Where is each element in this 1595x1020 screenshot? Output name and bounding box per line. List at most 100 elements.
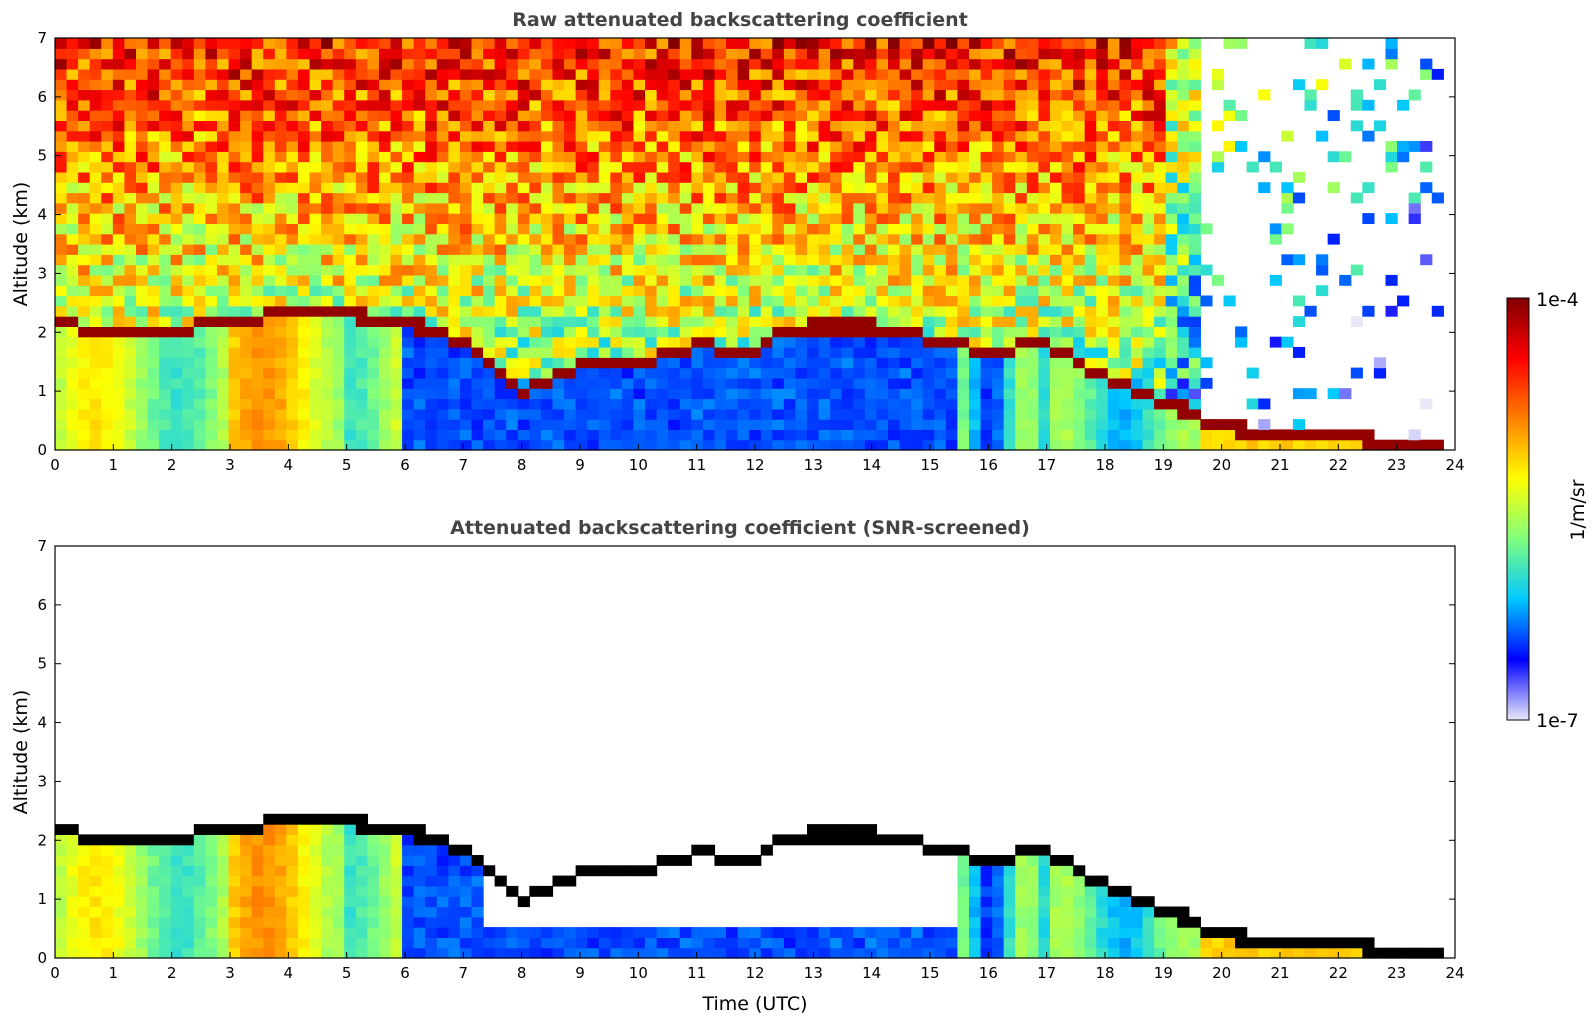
panel1-cell (378, 141, 392, 152)
panel1-cell (587, 130, 600, 142)
panel1-cell (274, 38, 287, 49)
panel1-cell (945, 161, 959, 173)
panel1-cell (263, 89, 276, 101)
panel1-cell (135, 99, 149, 111)
panel1-cell (297, 213, 311, 224)
panel2-cell (355, 875, 368, 887)
panel1-cell (378, 151, 392, 163)
panel1-cell (795, 326, 808, 338)
panel1-cell (78, 161, 91, 173)
panel1-cell (344, 48, 357, 60)
panel1-cell (344, 161, 357, 173)
panel1-cell (691, 110, 704, 121)
panel1-cell (55, 408, 68, 420)
panel1-cell (853, 141, 866, 152)
panel1-cell (344, 439, 357, 451)
panel1-cell (436, 213, 449, 224)
panel2-cell (112, 844, 126, 856)
panel1-cell (448, 357, 461, 369)
panel1-cell (656, 151, 669, 163)
panel1-cell (332, 429, 345, 441)
panel1-cell (286, 336, 299, 348)
panel1-cell (1362, 182, 1375, 194)
panel1-cell (702, 182, 716, 194)
panel1-cell (610, 305, 623, 317)
panel2-cell (598, 937, 611, 949)
panel2-cell (228, 947, 241, 959)
panel1-cell (1096, 38, 1109, 49)
panel2-cell (945, 937, 959, 949)
panel2-cell (309, 885, 322, 897)
panel1-cell (1188, 347, 1201, 358)
panel1-cell (309, 274, 322, 286)
panel1-cell (1281, 223, 1294, 235)
panel1-cell (1130, 99, 1144, 111)
panel1-cell (934, 439, 947, 451)
panel1-cell (702, 357, 716, 369)
panel1-cell (691, 367, 704, 379)
panel1-cell (1107, 120, 1120, 132)
panel1-cell (170, 110, 183, 121)
panel2-cell (297, 927, 311, 938)
panel1-cell (506, 130, 519, 142)
panel1-cell (344, 367, 357, 379)
panel1-cell (830, 295, 843, 307)
panel1-cell (656, 110, 669, 121)
panel2-cell (1084, 875, 1097, 887)
panel1-cell (494, 367, 507, 379)
panel1-cell (633, 398, 646, 410)
panel1-cell (124, 141, 137, 152)
panel2-cell (297, 875, 311, 887)
panel1-cell (135, 110, 149, 121)
panel1-cell (297, 326, 311, 338)
panel1-cell (506, 274, 519, 286)
panel1-cell (737, 161, 750, 173)
panel1-cell (980, 347, 993, 358)
panel1-cell (575, 141, 588, 152)
panel1-cell (645, 264, 658, 276)
panel1-cell (540, 295, 554, 307)
panel2-cell (78, 865, 91, 877)
panel1-cell (436, 264, 449, 276)
panel1-cell (899, 367, 912, 379)
panel1-cell (1154, 408, 1167, 420)
panel1-cell (390, 120, 403, 132)
panel1-cell (1211, 161, 1225, 173)
panel1-cell (633, 182, 646, 194)
panel1-cell (1130, 408, 1144, 420)
panel1-cell (1385, 38, 1398, 49)
panel1-cell (1107, 264, 1120, 276)
panel1-cell (1154, 357, 1167, 369)
panel1-cell (968, 68, 982, 80)
panel1-cell (702, 285, 716, 297)
panel1-cell (459, 326, 473, 338)
panel1-xtick-label: 15 (920, 456, 939, 474)
panel1-xtick-label: 19 (1154, 456, 1173, 474)
panel1-cell (853, 182, 866, 194)
panel1-cell (841, 419, 854, 430)
panel1-cell (459, 130, 473, 142)
panel1-cell (679, 254, 692, 266)
panel1-cell (795, 182, 808, 194)
panel2-cell (182, 885, 195, 897)
panel1-cell (911, 274, 924, 286)
panel1-cell (726, 274, 739, 286)
panel1-cell (818, 192, 831, 204)
panel2-cell (922, 927, 935, 938)
panel1-cell (864, 347, 878, 358)
panel1-cell (124, 192, 137, 204)
panel1-cell (459, 161, 473, 173)
panel1-cell (529, 408, 542, 420)
panel1-cell (575, 48, 588, 60)
panel1-cell (656, 68, 669, 80)
panel1-cell (1038, 151, 1051, 163)
panel1-cell (274, 305, 287, 317)
panel1-cell (726, 48, 739, 60)
panel2-cell (760, 844, 773, 856)
panel1-cell (737, 326, 750, 338)
panel1-cell (818, 326, 831, 338)
panel1-cell (402, 110, 415, 121)
panel1-cell (378, 79, 392, 91)
panel2-cell (957, 916, 970, 928)
panel2-cell (297, 813, 311, 825)
